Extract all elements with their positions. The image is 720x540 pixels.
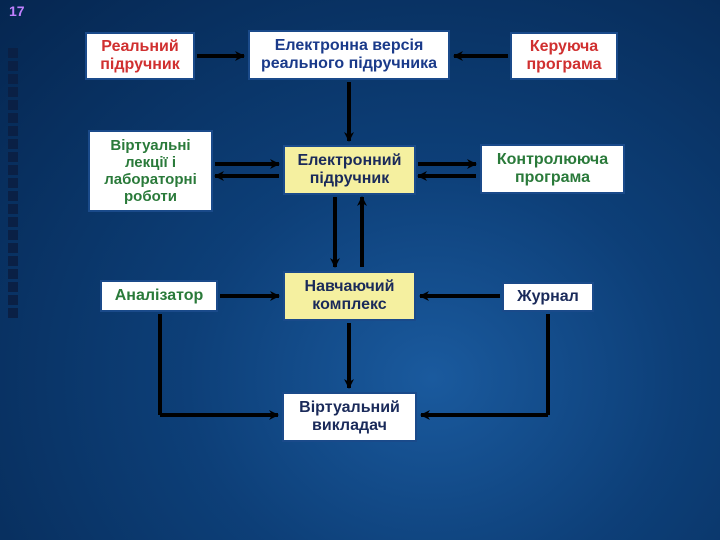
sidebar-decoration [8,48,18,321]
node-analyzer: Аналізатор [100,280,218,312]
node-journal: Журнал [502,282,594,312]
arrows-layer [0,0,720,540]
node-controlling_program: Контролююча програма [480,144,625,194]
slide: 17 Реальний підручник Електронна версія р… [0,0,720,540]
node-virtual_teacher: Віртуальний викладач [282,392,417,442]
node-control_program: Керуюча програма [510,32,618,80]
node-learning_complex: Навчаючий комплекс [283,271,416,321]
node-real_textbook: Реальний підручник [85,32,195,80]
node-virtual_lectures: Віртуальні лекції і лабораторні роботи [88,130,213,212]
page-number: 17 [9,4,25,19]
node-electronic_textbook: Електронний підручник [283,145,416,195]
node-electronic_version: Електронна версія реального підручника [248,30,450,80]
